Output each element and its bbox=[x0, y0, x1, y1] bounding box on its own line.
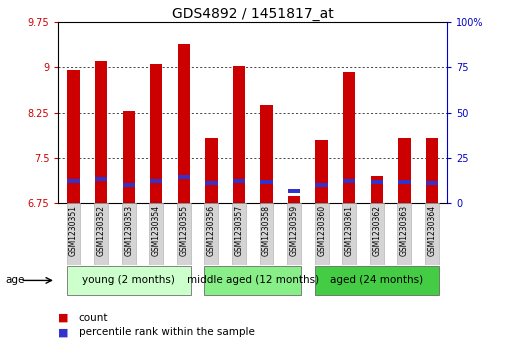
Bar bbox=[122, 111, 135, 203]
Bar bbox=[122, 183, 135, 187]
Bar bbox=[150, 64, 163, 203]
Bar bbox=[343, 179, 356, 183]
Bar bbox=[397, 203, 411, 265]
Bar bbox=[260, 105, 273, 203]
Text: age: age bbox=[5, 276, 24, 285]
Bar bbox=[426, 138, 438, 203]
Bar bbox=[67, 266, 190, 295]
Text: GSM1230354: GSM1230354 bbox=[152, 205, 161, 256]
Bar bbox=[315, 266, 439, 295]
Bar bbox=[288, 189, 300, 193]
Text: percentile rank within the sample: percentile rank within the sample bbox=[79, 327, 255, 337]
Text: ■: ■ bbox=[58, 327, 69, 337]
Bar bbox=[94, 203, 108, 265]
Bar bbox=[370, 180, 383, 184]
Bar bbox=[260, 180, 273, 184]
Bar bbox=[315, 203, 329, 265]
Bar bbox=[426, 182, 438, 185]
Text: middle aged (12 months): middle aged (12 months) bbox=[186, 276, 319, 285]
Bar bbox=[205, 266, 301, 295]
Text: aged (24 months): aged (24 months) bbox=[330, 276, 423, 285]
Bar bbox=[177, 203, 190, 265]
Bar bbox=[68, 179, 80, 183]
Bar bbox=[205, 138, 217, 203]
Bar bbox=[260, 203, 273, 265]
Bar bbox=[398, 138, 410, 203]
Bar bbox=[287, 203, 301, 265]
Bar bbox=[205, 203, 218, 265]
Bar bbox=[233, 179, 245, 183]
Bar bbox=[315, 183, 328, 187]
Bar bbox=[343, 72, 356, 203]
Bar bbox=[67, 203, 80, 265]
Bar bbox=[150, 179, 163, 183]
Text: GSM1230363: GSM1230363 bbox=[400, 205, 409, 256]
Bar bbox=[178, 44, 190, 203]
Bar bbox=[342, 203, 356, 265]
Bar bbox=[288, 196, 300, 203]
Bar bbox=[205, 182, 217, 185]
Title: GDS4892 / 1451817_at: GDS4892 / 1451817_at bbox=[172, 7, 334, 21]
Text: GSM1230364: GSM1230364 bbox=[427, 205, 436, 256]
Text: GSM1230352: GSM1230352 bbox=[97, 205, 106, 256]
Text: GSM1230360: GSM1230360 bbox=[317, 205, 326, 256]
Text: count: count bbox=[79, 313, 108, 323]
Text: GSM1230355: GSM1230355 bbox=[179, 205, 188, 256]
Bar bbox=[233, 66, 245, 203]
Text: GSM1230359: GSM1230359 bbox=[290, 205, 299, 256]
Bar bbox=[178, 175, 190, 179]
Text: GSM1230351: GSM1230351 bbox=[69, 205, 78, 256]
Bar bbox=[68, 70, 80, 203]
Text: ■: ■ bbox=[58, 313, 69, 323]
Text: GSM1230358: GSM1230358 bbox=[262, 205, 271, 256]
Bar bbox=[95, 61, 107, 203]
Text: GSM1230353: GSM1230353 bbox=[124, 205, 133, 256]
Text: GSM1230357: GSM1230357 bbox=[235, 205, 243, 256]
Bar bbox=[122, 203, 136, 265]
Bar bbox=[232, 203, 246, 265]
Bar bbox=[398, 180, 410, 184]
Bar bbox=[95, 177, 107, 181]
Text: GSM1230361: GSM1230361 bbox=[345, 205, 354, 256]
Text: GSM1230362: GSM1230362 bbox=[372, 205, 382, 256]
Text: young (2 months): young (2 months) bbox=[82, 276, 175, 285]
Bar bbox=[149, 203, 163, 265]
Bar bbox=[370, 176, 383, 203]
Bar bbox=[315, 140, 328, 203]
Bar bbox=[425, 203, 439, 265]
Text: GSM1230356: GSM1230356 bbox=[207, 205, 216, 256]
Bar bbox=[370, 203, 384, 265]
